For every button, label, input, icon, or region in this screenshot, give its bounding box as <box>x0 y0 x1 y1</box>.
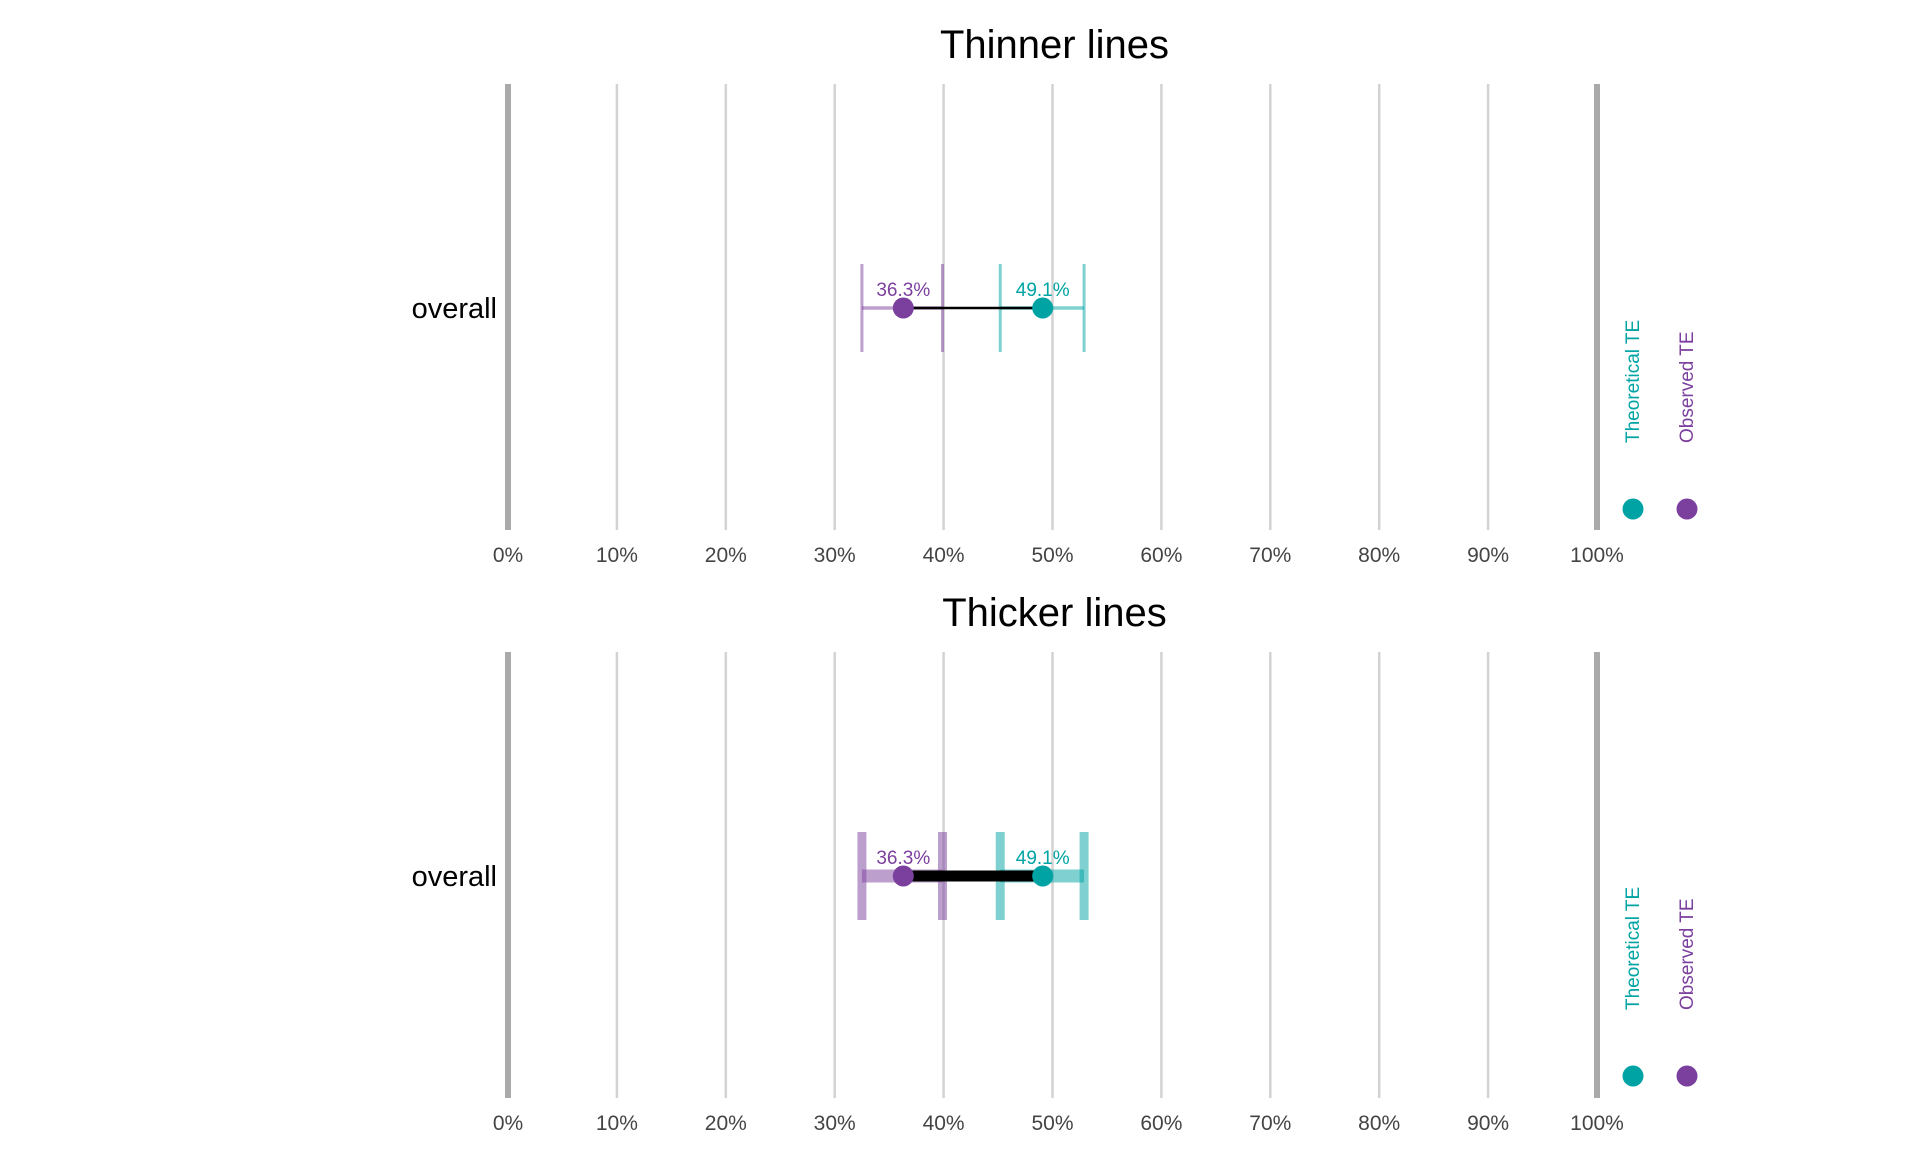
chart-title: Thicker lines <box>942 591 1167 635</box>
x-tick-label: 80% <box>1358 544 1400 567</box>
x-tick-label: 40% <box>923 1112 965 1135</box>
x-tick-label: 50% <box>1031 1112 1073 1135</box>
row-label: overall <box>412 861 497 893</box>
value-label-theoretical: 49.1% <box>1016 848 1070 869</box>
x-tick-label: 0% <box>493 1112 523 1135</box>
x-tick-label: 20% <box>705 1112 747 1135</box>
x-tick-label: 100% <box>1570 544 1624 567</box>
x-tick-label: 10% <box>596 544 638 567</box>
legend-label-observed: Observed TE <box>1677 898 1698 1010</box>
chart-panel-1: Thinner lines 0% 10% 20% 30% 40% 50% 60% 70% 80% 9… <box>412 23 1698 567</box>
x-tick-label: 30% <box>814 1112 856 1135</box>
value-label-observed: 36.3% <box>876 848 930 869</box>
legend-dot-theoretical <box>1622 498 1644 520</box>
point-theoretical <box>1032 297 1054 319</box>
row-label: overall <box>412 293 497 325</box>
point-theoretical <box>1032 865 1054 887</box>
x-tick-label: 70% <box>1249 1112 1291 1135</box>
point-observed <box>892 297 914 319</box>
legend-label-theoretical: Theoretical TE <box>1623 320 1644 443</box>
x-tick-label: 30% <box>814 544 856 567</box>
x-tick-label: 10% <box>596 1112 638 1135</box>
point-observed <box>892 865 914 887</box>
chart-panel-2: Thicker lines 0% 10% 20% 30% 40% 50% 60% 70% 80% 9… <box>412 591 1698 1135</box>
legend-dot-observed <box>1676 1065 1698 1087</box>
x-tick-label: 80% <box>1358 1112 1400 1135</box>
legend-label-theoretical: Theoretical TE <box>1623 887 1644 1010</box>
value-label-observed: 36.3% <box>876 280 930 301</box>
x-tick-label: 100% <box>1570 1112 1624 1135</box>
legend-label-observed: Observed TE <box>1677 331 1698 443</box>
x-tick-label: 0% <box>493 544 523 567</box>
legend-dot-observed <box>1676 498 1698 520</box>
x-tick-label: 60% <box>1140 544 1182 567</box>
x-tick-label: 90% <box>1467 1112 1509 1135</box>
x-tick-label: 50% <box>1031 544 1073 567</box>
x-tick-label: 60% <box>1140 1112 1182 1135</box>
value-label-theoretical: 49.1% <box>1016 280 1070 301</box>
x-tick-label: 40% <box>923 544 965 567</box>
x-tick-label: 20% <box>705 544 747 567</box>
legend-dot-theoretical <box>1622 1065 1644 1087</box>
x-tick-label: 90% <box>1467 544 1509 567</box>
x-tick-label: 70% <box>1249 544 1291 567</box>
chart-title: Thinner lines <box>940 23 1169 67</box>
